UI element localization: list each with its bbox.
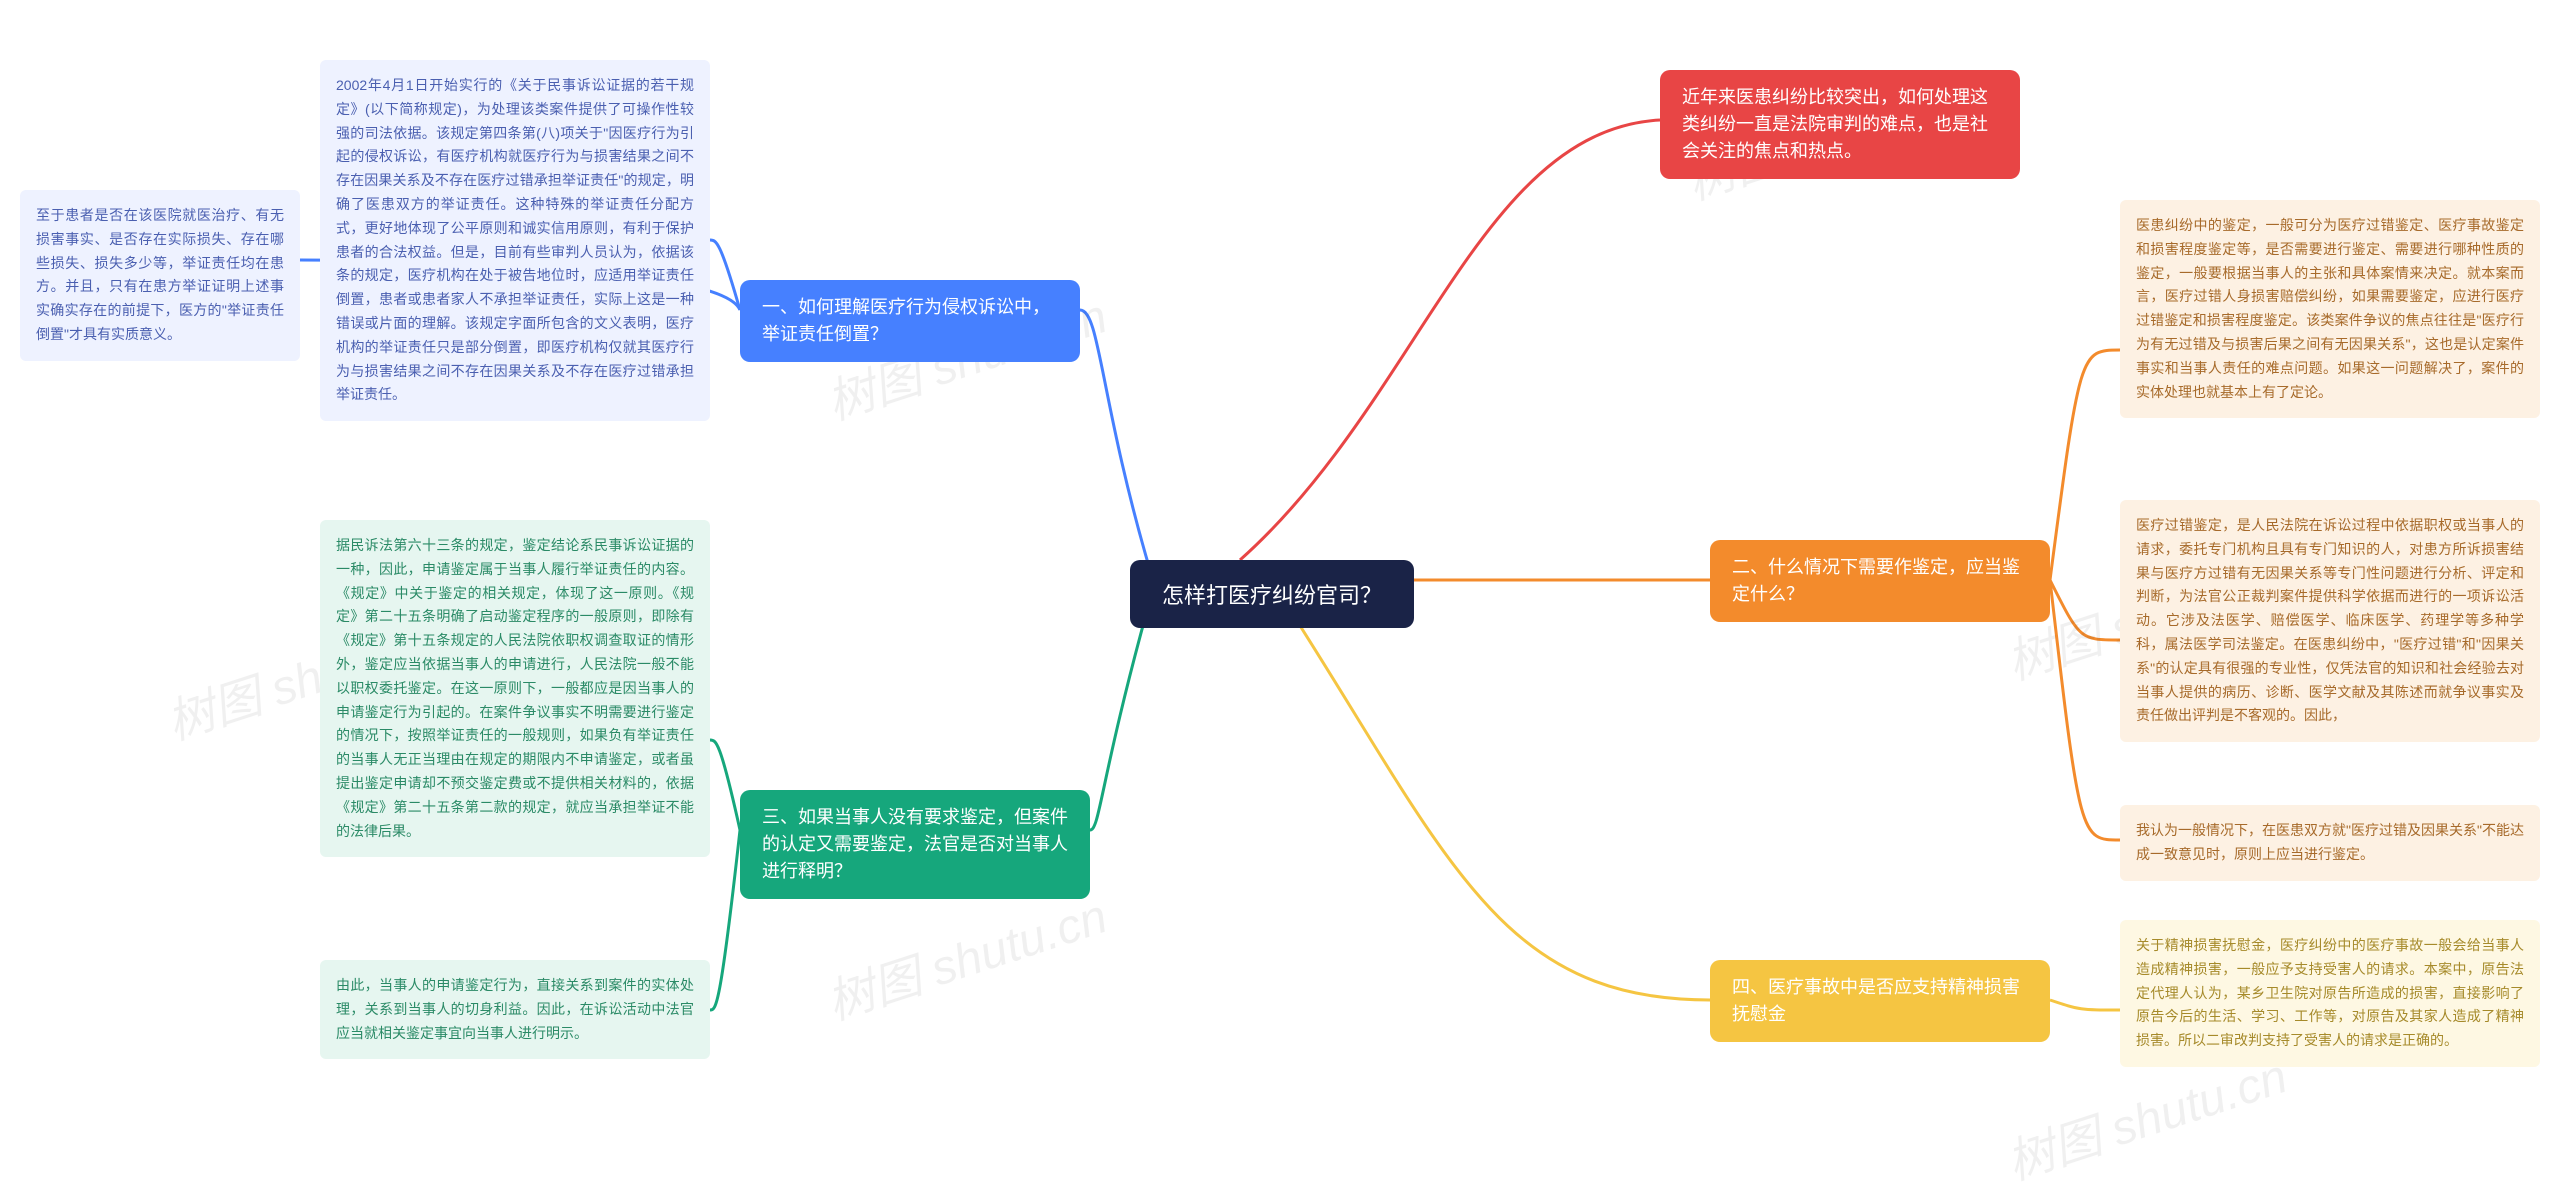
detail-b2-1: 医疗过错鉴定，是人民法院在诉讼过程中依据职权或当事人的请求，委托专门机构且具有专… (2120, 500, 2540, 742)
detail-b3-0: 据民诉法第六十三条的规定，鉴定结论系民事诉讼证据的一种，因此，申请鉴定属于当事人… (320, 520, 710, 857)
connector-path (1290, 610, 1710, 1000)
center-node: 怎样打医疗纠纷官司？ (1130, 560, 1414, 628)
connector-path (710, 740, 740, 830)
connector-path (2050, 1000, 2120, 1010)
detail-b4-0: 关于精神损害抚慰金，医疗纠纷中的医疗事故一般会给当事人造成精神损害，一般应予支持… (2120, 920, 2540, 1067)
connector-path (1090, 600, 1150, 830)
detail-b1-1: 至于患者是否在该医院就医治疗、有无损害事实、是否存在实际损失、存在哪些损失、损失… (20, 190, 300, 361)
branch-node-intro: 近年来医患纠纷比较突出，如何处理这类纠纷一直是法院审判的难点，也是社会关注的焦点… (1660, 70, 2020, 179)
watermark-text: 树图 shutu.cn (816, 877, 1114, 1033)
connector-path (710, 830, 740, 1010)
branch-node-b1: 一、如何理解医疗行为侵权诉讼中，举证责任倒置？ (740, 280, 1080, 362)
connector-path (710, 240, 740, 310)
detail-b2-2: 我认为一般情况下，在医患双方就"医疗过错及因果关系"不能达成一致意见时，原则上应… (2120, 805, 2540, 881)
branch-node-b3: 三、如果当事人没有要求鉴定，但案件的认定又需要鉴定，法官是否对当事人进行释明？ (740, 790, 1090, 899)
branch-node-b2: 二、什么情况下需要作鉴定，应当鉴定什么？ (1710, 540, 2050, 622)
connector-path (2050, 580, 2120, 640)
detail-b2-0: 医患纠纷中的鉴定，一般可分为医疗过错鉴定、医疗事故鉴定和损害程度鉴定等，是否需要… (2120, 200, 2540, 418)
branch-node-b4: 四、医疗事故中是否应支持精神损害抚慰金 (1710, 960, 2050, 1042)
connector-path (2050, 580, 2120, 840)
connector-path (2050, 350, 2120, 580)
detail-b1-0: 2002年4月1日开始实行的《关于民事诉讼证据的若干规定》(以下简称规定)，为处… (320, 60, 710, 421)
connector-path (1240, 120, 1660, 560)
detail-b3-1: 由此，当事人的申请鉴定行为，直接关系到案件的实体处理，关系到当事人的切身利益。因… (320, 960, 710, 1059)
connector-path (1080, 310, 1150, 570)
